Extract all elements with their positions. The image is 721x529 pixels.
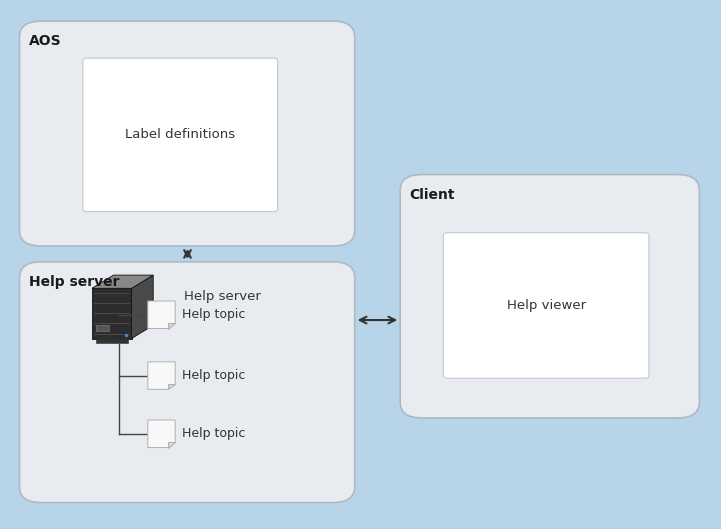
Text: Help topic: Help topic [182,369,246,382]
Polygon shape [168,323,175,329]
Text: Help topic: Help topic [182,427,246,440]
FancyBboxPatch shape [96,339,128,343]
Text: AOS: AOS [29,34,61,48]
FancyBboxPatch shape [19,262,355,503]
FancyBboxPatch shape [443,233,649,378]
Text: Label definitions: Label definitions [125,129,235,141]
Polygon shape [132,275,154,339]
FancyBboxPatch shape [83,58,278,212]
Polygon shape [168,442,175,448]
Text: Help server: Help server [184,290,261,303]
Polygon shape [148,301,175,329]
Text: Client: Client [410,188,455,202]
FancyBboxPatch shape [400,175,699,418]
Text: Help viewer: Help viewer [507,299,585,312]
Polygon shape [92,275,154,288]
FancyBboxPatch shape [95,325,110,331]
Text: Help topic: Help topic [182,308,246,321]
Text: Help server: Help server [29,275,120,289]
Polygon shape [168,384,175,389]
Polygon shape [148,362,175,389]
Polygon shape [148,420,175,448]
Polygon shape [92,288,132,339]
FancyBboxPatch shape [19,21,355,246]
